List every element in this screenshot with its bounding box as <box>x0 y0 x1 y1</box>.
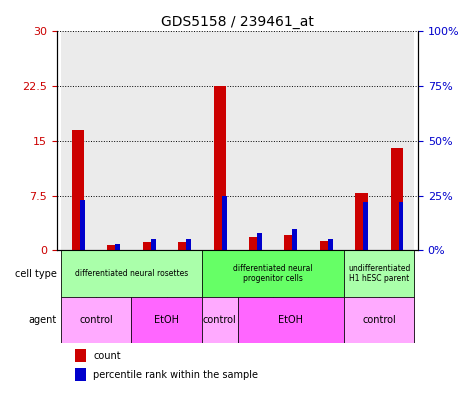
FancyBboxPatch shape <box>202 250 344 297</box>
FancyBboxPatch shape <box>131 297 202 343</box>
Bar <box>80 200 85 250</box>
Text: EtOH: EtOH <box>278 315 303 325</box>
Bar <box>308 31 344 250</box>
Text: differentiated neural
progenitor cells: differentiated neural progenitor cells <box>233 264 313 283</box>
FancyBboxPatch shape <box>344 297 415 343</box>
FancyBboxPatch shape <box>202 297 238 343</box>
Text: agent: agent <box>29 315 57 325</box>
Text: control: control <box>362 315 396 325</box>
Bar <box>115 244 120 250</box>
FancyBboxPatch shape <box>344 250 415 297</box>
Bar <box>320 241 332 250</box>
Text: differentiated neural rosettes: differentiated neural rosettes <box>75 269 188 278</box>
Bar <box>75 349 86 362</box>
Bar <box>292 228 297 250</box>
FancyBboxPatch shape <box>60 297 131 343</box>
Text: control: control <box>79 315 113 325</box>
Bar <box>214 86 226 250</box>
FancyBboxPatch shape <box>167 250 202 343</box>
FancyBboxPatch shape <box>344 250 379 343</box>
Bar <box>363 202 368 250</box>
Bar <box>399 202 403 250</box>
FancyBboxPatch shape <box>238 297 344 343</box>
FancyBboxPatch shape <box>60 250 202 297</box>
Bar <box>344 31 379 250</box>
Bar <box>328 239 332 250</box>
Bar <box>107 244 120 250</box>
Bar <box>75 368 86 381</box>
FancyBboxPatch shape <box>379 250 415 343</box>
Bar <box>178 242 190 250</box>
Text: EtOH: EtOH <box>154 315 179 325</box>
Text: percentile rank within the sample: percentile rank within the sample <box>93 369 258 380</box>
Bar <box>221 196 227 250</box>
FancyBboxPatch shape <box>273 250 308 343</box>
Bar <box>249 237 261 250</box>
Bar <box>379 31 415 250</box>
Bar <box>257 233 262 250</box>
Bar <box>151 239 156 250</box>
Bar <box>96 31 131 250</box>
Bar <box>285 235 297 250</box>
FancyBboxPatch shape <box>96 250 131 343</box>
Bar <box>186 239 191 250</box>
Bar <box>390 148 403 250</box>
Bar <box>131 31 167 250</box>
Text: control: control <box>203 315 237 325</box>
Text: cell type: cell type <box>15 268 57 279</box>
FancyBboxPatch shape <box>238 250 273 343</box>
Bar <box>355 193 368 250</box>
FancyBboxPatch shape <box>131 250 167 343</box>
Bar <box>202 31 238 250</box>
Text: count: count <box>93 351 121 361</box>
Bar <box>238 31 273 250</box>
FancyBboxPatch shape <box>60 250 96 343</box>
Bar <box>143 242 155 250</box>
Bar <box>60 31 96 250</box>
Bar <box>167 31 202 250</box>
FancyBboxPatch shape <box>202 250 238 343</box>
Title: GDS5158 / 239461_at: GDS5158 / 239461_at <box>161 15 314 29</box>
Text: undifferentiated
H1 hESC parent: undifferentiated H1 hESC parent <box>348 264 410 283</box>
Bar <box>273 31 308 250</box>
FancyBboxPatch shape <box>308 250 344 343</box>
Bar <box>72 130 85 250</box>
